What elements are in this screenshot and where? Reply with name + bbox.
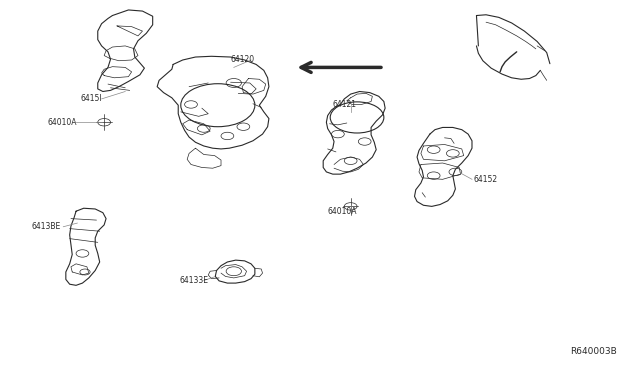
Text: 64120: 64120 [230,55,255,64]
Text: 64121: 64121 [333,100,356,109]
Text: R640003B: R640003B [570,347,617,356]
Text: 6413BE: 6413BE [31,222,61,231]
Text: 6415I: 6415I [81,94,102,103]
Text: 64152: 64152 [473,175,497,184]
Text: 64133E: 64133E [179,276,209,285]
Text: 64010A: 64010A [328,208,357,217]
Text: 64010A: 64010A [47,119,77,128]
